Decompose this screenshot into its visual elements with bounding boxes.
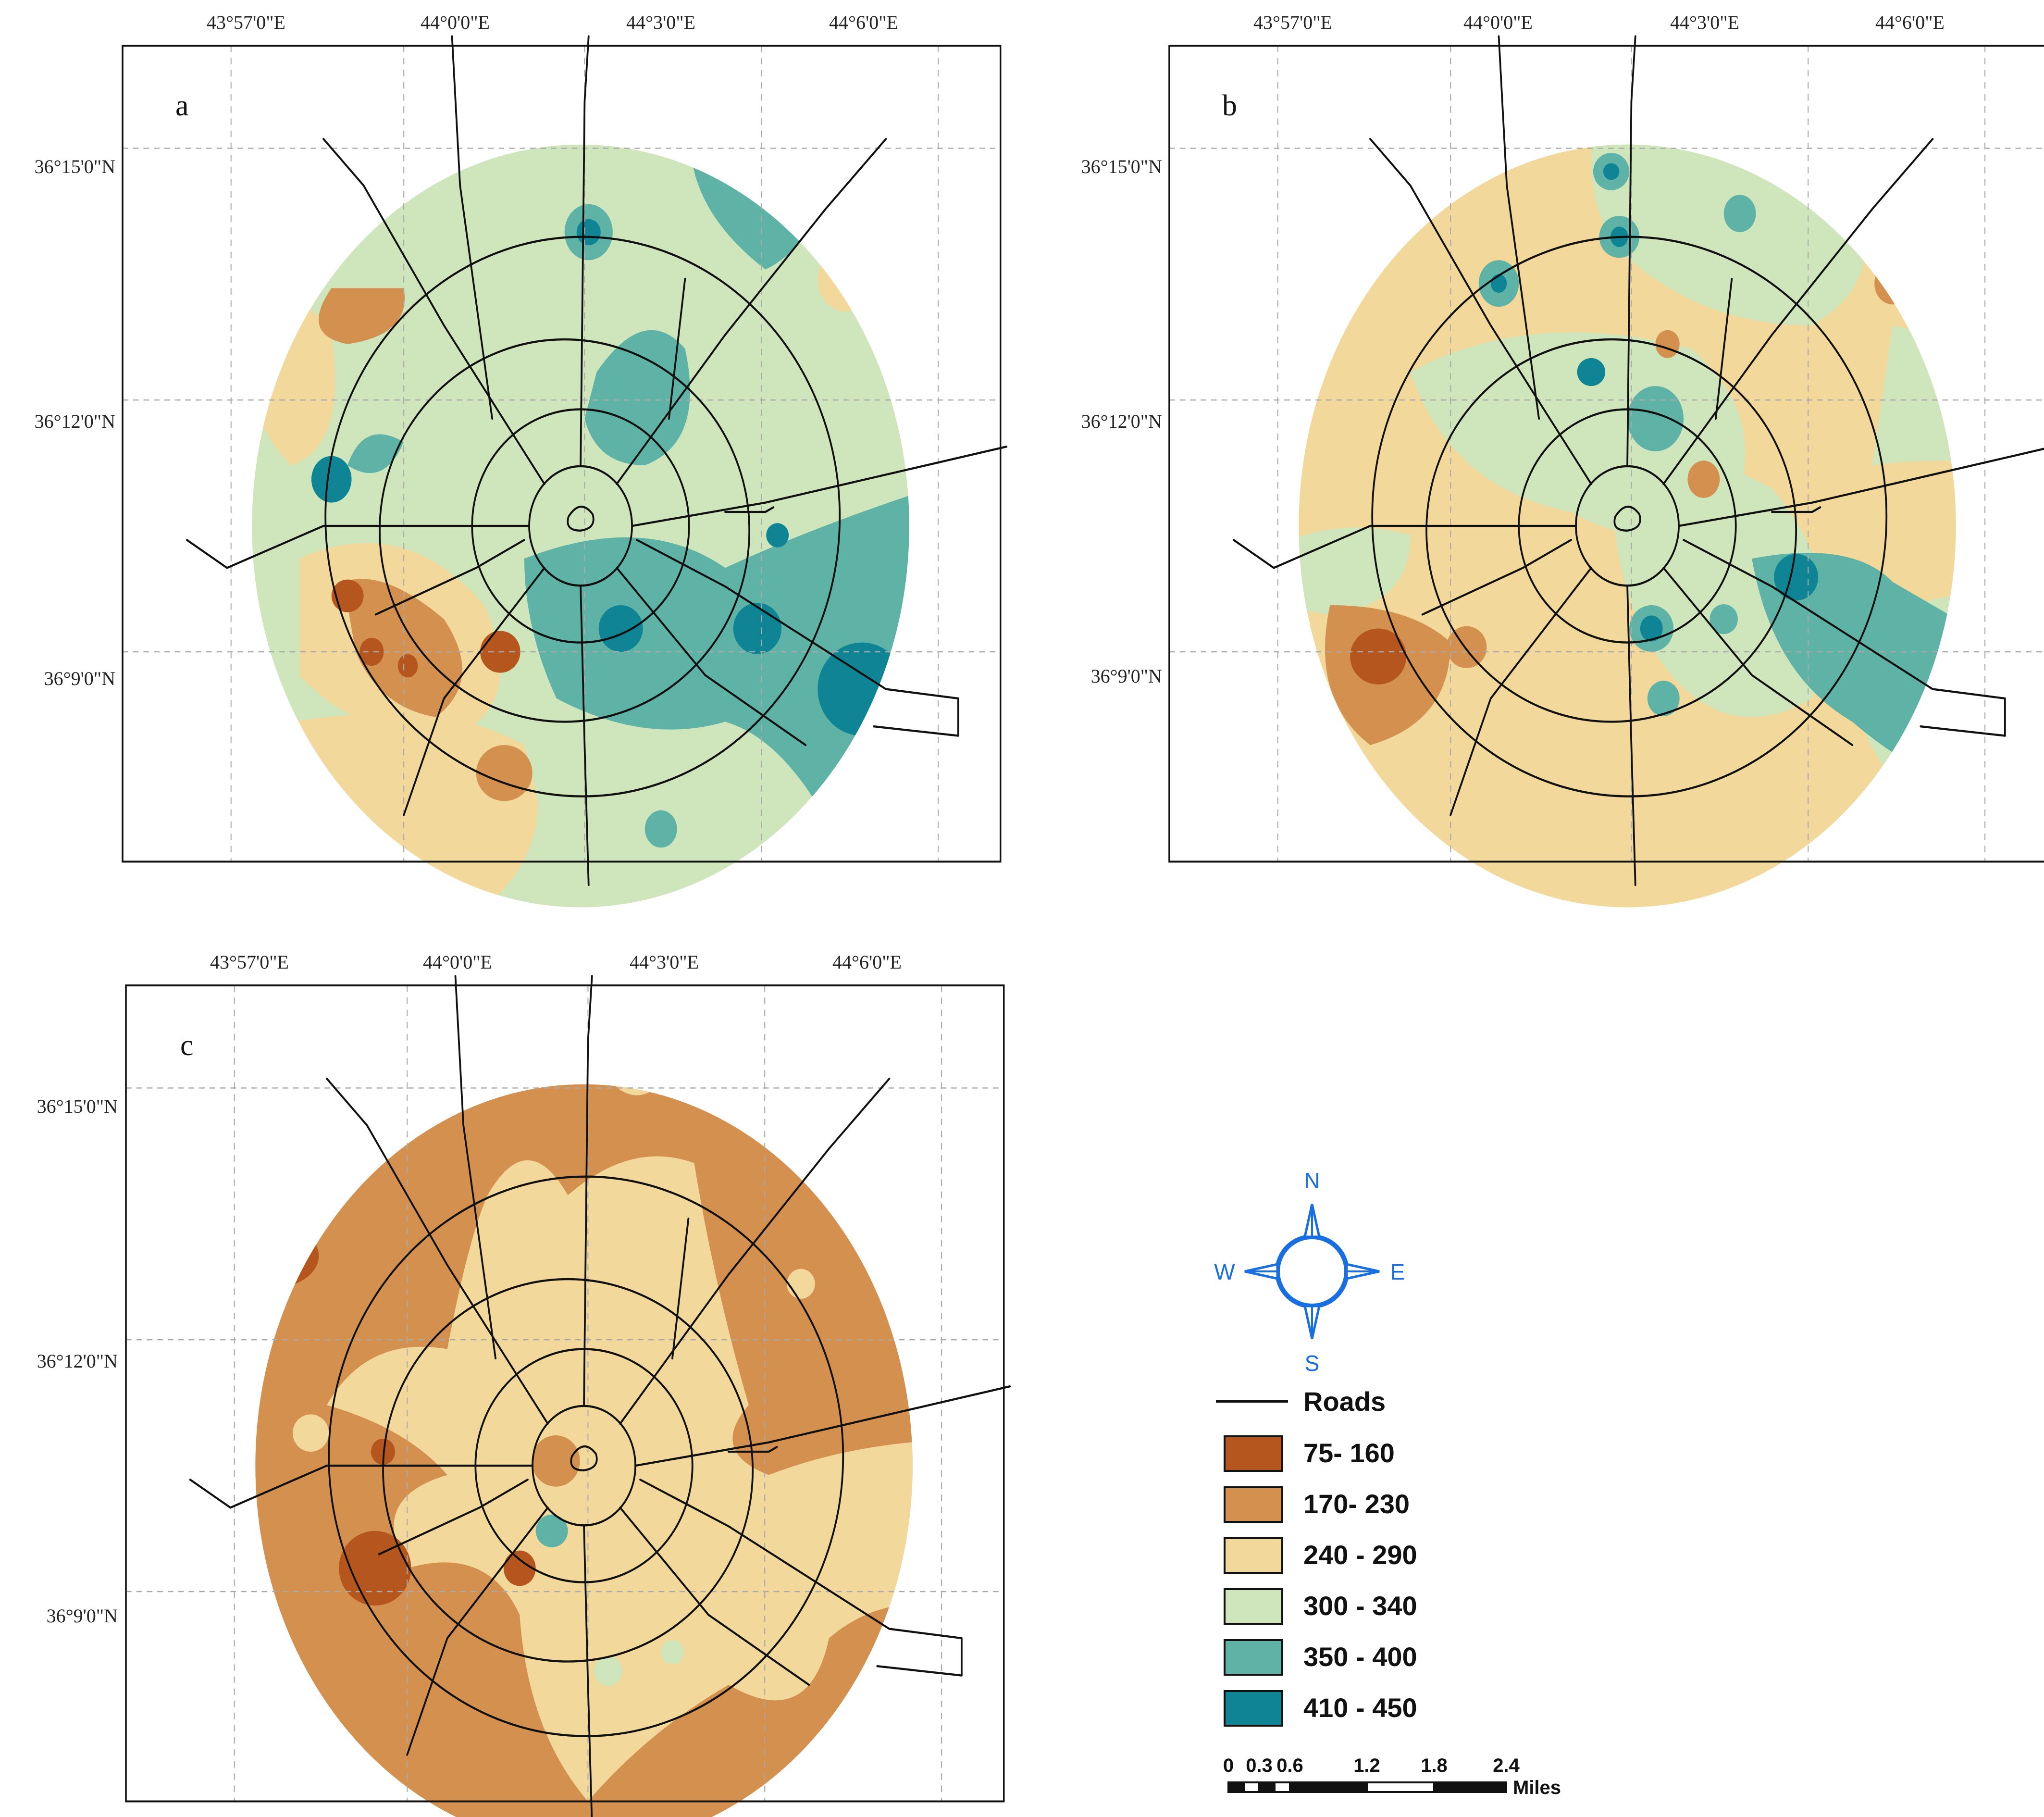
panel-b-labels: b 43°57'0"E 44°0'0"E 44°3'0"E 44°6'0"E 3…	[1081, 12, 1945, 687]
panel-c-lat-label: 36°15'0"N	[37, 1095, 118, 1117]
scale-tick-label: 1.8	[1421, 1755, 1448, 1776]
panel-c-lon-label: 43°57'0"E	[210, 951, 289, 973]
legend-swatch	[1224, 1588, 1283, 1625]
scale-tick-label: 1.2	[1353, 1755, 1380, 1776]
legend-class-label: 300 - 340	[1303, 1591, 1417, 1621]
panel-c-letter: c	[180, 1029, 194, 1062]
legend-swatch	[1224, 1486, 1283, 1523]
panel-a-labels: a 43°57'0"E 44°0'0"E 44°3'0"E 44°6'0"E 3…	[35, 12, 898, 689]
panel-b-lon-label: 44°0'0"E	[1463, 12, 1533, 33]
scale-tick-label: 0.6	[1276, 1755, 1303, 1776]
panel-b-letter: b	[1222, 89, 1237, 122]
compass-rose-icon	[1244, 1204, 1380, 1339]
panel-a-border	[122, 45, 1002, 863]
legend-class-label: 410 - 450	[1303, 1693, 1417, 1723]
panel-a-lat-label: 36°9'0"N	[44, 668, 115, 689]
panel-c-lat-label: 36°12'0"N	[37, 1350, 118, 1372]
panel-b-border	[1168, 45, 2044, 863]
panel-b-lat-label: 36°15'0"N	[1081, 156, 1162, 177]
compass-east-label: E	[1390, 1259, 1405, 1284]
panel-c-labels: c 43°57'0"E 44°0'0"E 44°3'0"E 44°6'0"E 3…	[37, 951, 902, 1627]
panel-c-border	[125, 984, 1005, 1803]
panel-c-lat-label: 36°9'0"N	[47, 1605, 118, 1627]
panel-a-lon-label: 43°57'0"E	[207, 12, 285, 33]
scale-tick-label: 0.3	[1246, 1755, 1273, 1776]
panel-a	[122, 37, 1006, 908]
panel-a-lat-label: 36°12'0"N	[35, 411, 115, 432]
scale-tick-label: 0	[1223, 1755, 1234, 1776]
compass-south-label: S	[1305, 1351, 1320, 1376]
legend-class-label: 350 - 400	[1303, 1642, 1417, 1672]
legend-swatch	[1224, 1537, 1283, 1574]
panel-b-lat-label: 36°12'0"N	[1081, 411, 1162, 432]
scale-segments	[1227, 1781, 1507, 1793]
legend-classes: 75- 160 170- 230 240 - 290 300 - 340 350 - 4…	[1224, 1435, 1417, 1727]
compass-north-label: N	[1304, 1168, 1320, 1193]
panel-b	[1168, 37, 2044, 908]
legend: Roads 75- 160 170- 230 240 - 290 300 - 340 3…	[1216, 1386, 1417, 1727]
legend-roads-label: Roads	[1303, 1386, 1386, 1417]
legend-swatch	[1224, 1639, 1283, 1676]
legend-swatch	[1224, 1435, 1283, 1472]
panel-a-lon-label: 44°3'0"E	[626, 12, 695, 33]
north-arrow: N S E W	[1214, 1168, 1405, 1376]
legend-class-label: 75- 160	[1303, 1438, 1395, 1468]
panel-c	[125, 976, 1050, 1817]
legend-swatch	[1224, 1690, 1283, 1727]
scale-unit: Miles	[1513, 1777, 1561, 1798]
panel-a-lon-label: 44°6'0"E	[829, 12, 898, 33]
panel-b-lat-label: 36°9'0"N	[1091, 665, 1162, 687]
compass-west-label: W	[1214, 1259, 1235, 1284]
panel-c-lon-label: 44°3'0"E	[630, 951, 699, 973]
panel-b-lon-label: 44°6'0"E	[1875, 12, 1945, 33]
panel-c-surface	[255, 1084, 913, 1817]
panel-a-lon-label: 44°0'0"E	[421, 12, 490, 33]
panel-a-letter: a	[175, 89, 189, 122]
panel-c-lon-label: 44°6'0"E	[832, 951, 902, 973]
panel-a-surface	[252, 144, 909, 908]
scale-tick-label: 2.4	[1493, 1755, 1520, 1776]
panel-b-lon-label: 44°3'0"E	[1670, 12, 1739, 33]
scale-bar: 0 0.3 0.6 1.2 1.8 2.4 Miles	[1223, 1755, 1561, 1798]
legend-class-label: 240 - 290	[1303, 1540, 1417, 1570]
panel-a-lat-label: 36°15'0"N	[35, 156, 115, 177]
panel-c-lon-label: 44°0'0"E	[423, 951, 492, 973]
panel-b-lon-label: 43°57'0"E	[1253, 12, 1332, 33]
legend-class-label: 170- 230	[1303, 1489, 1410, 1519]
scale-ticks: 0 0.3 0.6 1.2 1.8 2.4	[1223, 1755, 1520, 1776]
panel-b-surface	[1299, 144, 1956, 908]
